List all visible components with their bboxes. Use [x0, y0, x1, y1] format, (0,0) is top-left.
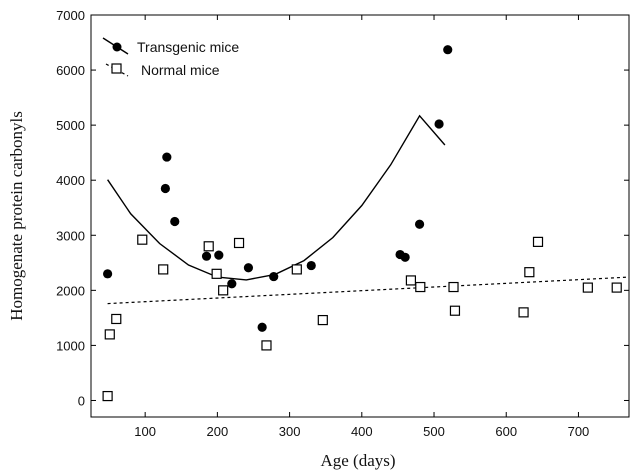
data-point-transgenic [103, 269, 113, 279]
y-tick-label: 5000 [56, 118, 85, 133]
data-point-transgenic [434, 119, 444, 129]
y-axis: 0 1000 2000 3000 4000 5000 6000 7000 [56, 8, 629, 408]
data-point-transgenic [201, 251, 212, 261]
data-point-transgenic [443, 45, 453, 55]
data-point-normal [291, 264, 302, 275]
fit-line-series-1 [107, 276, 630, 305]
data-point-normal [211, 268, 222, 279]
data-point-normal [203, 241, 214, 252]
y-tick-label: 4000 [56, 173, 85, 188]
data-point-normal [137, 234, 148, 245]
data-point-normal [415, 281, 426, 293]
y-tick-label: 1000 [56, 338, 85, 353]
data-point-transgenic [214, 250, 224, 260]
legend-marker-normal [111, 63, 122, 74]
data-point-normal [158, 264, 169, 275]
plot-frame [90, 14, 630, 418]
data-point-normal [104, 329, 115, 340]
data-point-normal [524, 267, 535, 278]
data-point-transgenic [269, 271, 279, 282]
data-point-normal [317, 314, 328, 326]
y-axis-title: Homogenate protein carbonyls [7, 111, 26, 321]
x-tick-label: 400 [351, 424, 373, 439]
data-point-normal [449, 305, 461, 316]
data-point-normal [518, 307, 529, 318]
y-tick-label: 2000 [56, 283, 85, 298]
data-point-normal [218, 285, 229, 296]
x-tick-label: 500 [423, 424, 445, 439]
x-tick-label: 300 [279, 424, 301, 439]
data-point-normal [582, 282, 593, 293]
data-point-normal [448, 281, 459, 293]
data-point-normal [405, 275, 417, 286]
x-axis: 100 200 300 400 500 600 700 [134, 15, 589, 439]
data-point-transgenic [400, 252, 410, 262]
data-point-transgenic [243, 263, 254, 273]
y-tick-label: 3000 [56, 228, 85, 243]
fit-curves [107, 114, 630, 305]
data-point-transgenic [414, 219, 425, 229]
data-point-transgenic [306, 260, 316, 271]
data-point-transgenic [170, 216, 180, 227]
x-axis-title: Age (days) [320, 451, 395, 470]
x-tick-label: 600 [495, 424, 517, 439]
fit-line-series-0 [107, 114, 446, 281]
data-point-transgenic [257, 322, 267, 332]
data-points [102, 45, 622, 402]
data-point-normal [532, 236, 544, 247]
legend-label-transgenic: Transgenic mice [137, 39, 239, 55]
y-tick-label: 7000 [56, 8, 85, 23]
data-point-transgenic [227, 279, 237, 289]
x-tick-label: 100 [134, 424, 156, 439]
x-tick-label: 200 [207, 424, 229, 439]
data-point-transgenic [162, 152, 172, 162]
y-tick-label: 6000 [56, 63, 85, 78]
legend: Transgenic mice Normal mice [102, 37, 239, 78]
data-point-transgenic [160, 183, 170, 194]
data-point-normal [102, 390, 113, 402]
data-point-normal [111, 313, 122, 325]
data-point-normal [611, 282, 622, 293]
data-point-normal [233, 237, 245, 249]
legend-marker-transgenic [112, 42, 122, 52]
legend-label-normal: Normal mice [141, 62, 220, 78]
data-point-normal [261, 340, 272, 351]
x-tick-label: 700 [568, 424, 590, 439]
y-tick-label: 0 [78, 393, 85, 408]
